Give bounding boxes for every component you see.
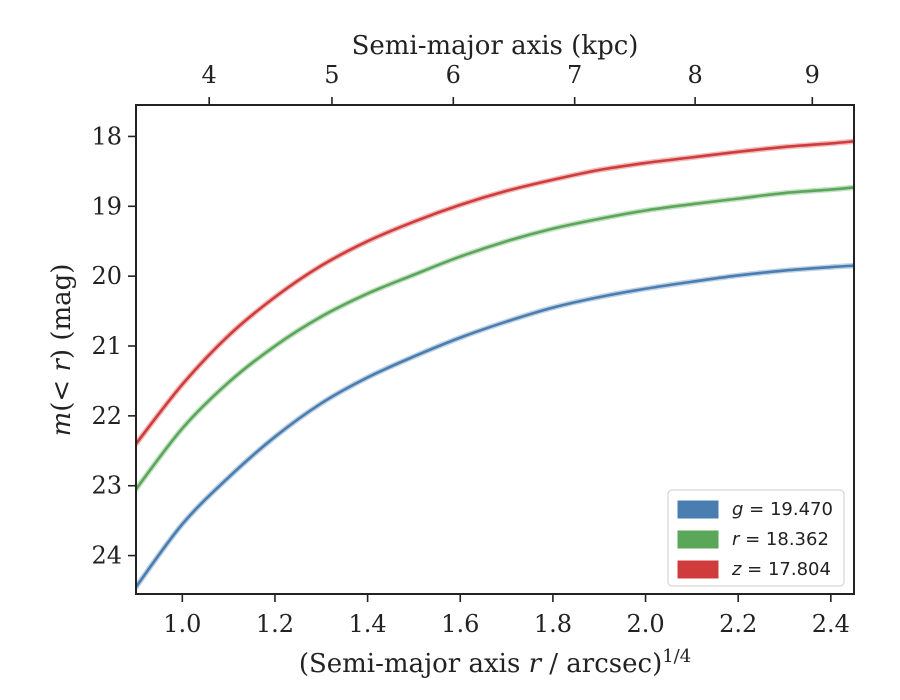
x-tick-label: 1.2 — [256, 610, 294, 638]
top-tick-label: 9 — [805, 61, 820, 89]
y-tick-label: 23 — [91, 472, 122, 500]
y-tick-label: 20 — [91, 262, 122, 290]
x-tick-label: 2.4 — [812, 610, 850, 638]
x-tick-label: 1.8 — [534, 610, 572, 638]
legend-swatch-g — [677, 500, 719, 519]
y-tick-label: 24 — [91, 542, 122, 570]
y-axis-title: m(< r) (mag) — [47, 264, 77, 437]
y-tick-label: 22 — [91, 402, 122, 430]
series-band-r — [136, 184, 854, 492]
legend-swatch-z — [677, 560, 719, 579]
axes-layer: 1.0 1.2 1.4 1.6 1.8 2.0 2.2 2.4 18 19 20 21 22 23 24 4 5… — [91, 61, 849, 638]
legend-label-r: r = 18.362 — [732, 529, 829, 550]
x-axis-top-title: Semi-major axis (kpc) — [352, 31, 639, 61]
y-tick-label: 21 — [91, 332, 122, 360]
x-tick-label: 2.0 — [626, 610, 664, 638]
x-tick-label: 1.0 — [163, 610, 201, 638]
legend: g = 19.470 r = 18.362 z = 17.804 — [667, 489, 845, 587]
legend-label-z: z = 17.804 — [731, 559, 831, 580]
series-line-r — [136, 186, 854, 491]
legend-label-g: g = 19.470 — [732, 499, 833, 520]
series-line-g — [136, 264, 854, 589]
plot-frame — [135, 104, 855, 595]
top-tick-label: 6 — [446, 61, 461, 89]
top-tick-label: 4 — [202, 61, 217, 89]
x-axis-title: (Semi-major axis r / arcsec)1/4 — [299, 646, 691, 679]
x-tick-label: 1.6 — [441, 610, 479, 638]
series-layer — [136, 138, 854, 590]
top-tick-label: 7 — [567, 61, 582, 89]
top-tick-label: 8 — [687, 61, 702, 89]
y-tick-label: 18 — [91, 122, 122, 150]
series-band-z — [136, 138, 854, 447]
series-line-z — [136, 140, 854, 446]
x-tick-label: 1.4 — [349, 610, 387, 638]
y-tick-label: 19 — [91, 192, 122, 220]
legend-swatch-r — [677, 530, 719, 549]
top-tick-label: 5 — [324, 61, 339, 89]
x-tick-label: 2.2 — [719, 610, 757, 638]
